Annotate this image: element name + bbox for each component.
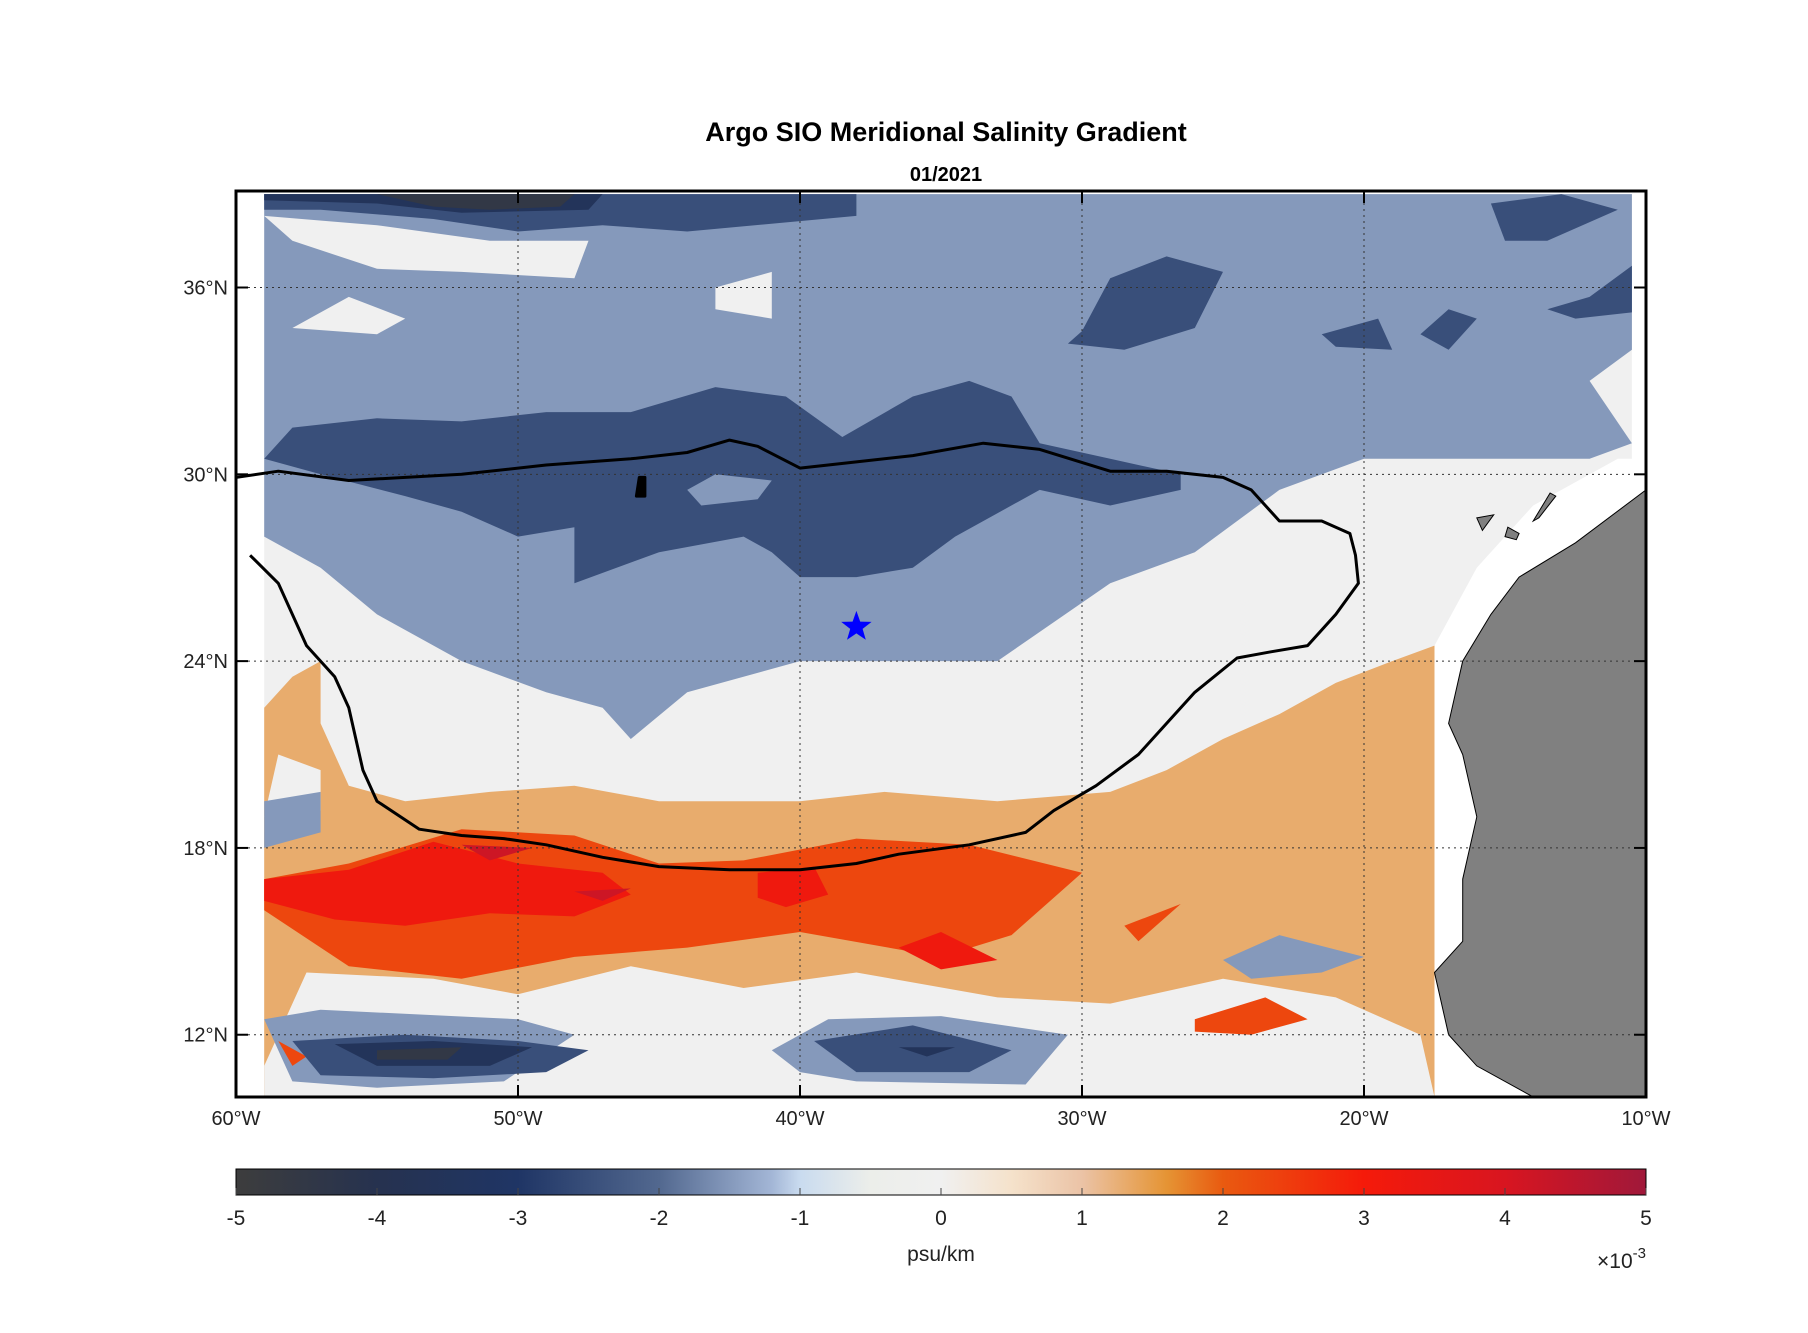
- colorbar-tick-label: -4: [368, 1207, 387, 1230]
- contour-region-light-gray-2: [264, 215, 589, 279]
- contour-line-layer: [236, 438, 1360, 872]
- contour-region-dark-red-30: [574, 888, 631, 901]
- star-marker: [841, 610, 872, 640]
- plot-frame: [234, 189, 1648, 1099]
- contour-region-red-26: [264, 841, 631, 926]
- x-tick-label: 50°W: [493, 1108, 542, 1130]
- colorbar-tick-label: -3: [509, 1207, 528, 1230]
- x-tick-label: 20°W: [1339, 1108, 1388, 1130]
- x-tick-label: 10°W: [1621, 1108, 1670, 1130]
- contour-region-medium-blue-13: [1420, 309, 1477, 350]
- colorbar-tick-label: 2: [1217, 1207, 1229, 1230]
- contour-region-charcoal-33: [377, 1047, 462, 1060]
- contour-region-medium-blue-14: [1547, 265, 1632, 319]
- contour-region-red-27: [757, 866, 829, 908]
- contour-region-light-gray-3: [292, 296, 406, 335]
- contour-region-orange-25: [278, 1041, 307, 1066]
- contour-region-medium-blue-12: [1321, 318, 1393, 350]
- axis-layer: 60°W 50°W 40°W 30°W 20°W 10°W 12°N 18°N 24°N 30°N…: [183, 191, 1671, 1130]
- contour-fill-layer: [264, 194, 1632, 1097]
- colorbar-tick-label: 5: [1640, 1207, 1652, 1230]
- colorbar-tick-label: 3: [1358, 1207, 1370, 1230]
- colorbar-multiplier-exponent: -3: [1633, 1245, 1646, 1262]
- marker-layer: [841, 610, 872, 640]
- contour-region-light-gray-4: [715, 271, 772, 319]
- x-tick-label: 60°W: [211, 1108, 260, 1130]
- contour-region-charcoal-7: [377, 194, 575, 210]
- contour-region-red-28: [898, 932, 998, 970]
- colorbar-tick-label: -1: [791, 1207, 810, 1230]
- chart-title: Argo SIO Meridional Salinity Gradient: [705, 117, 1187, 147]
- colorbar-multiplier: ×10-3: [1597, 1245, 1646, 1273]
- y-tick-label: 24°N: [183, 651, 228, 673]
- colorbar-label: psu/km: [907, 1243, 975, 1266]
- land-canary-island-3: [1531, 492, 1557, 523]
- colorbar-tick-label: -5: [227, 1207, 246, 1230]
- y-tick-label: 30°N: [183, 464, 228, 486]
- y-tick-label: 12°N: [183, 1025, 228, 1047]
- land-canary-island-1: [1476, 514, 1495, 532]
- colorbar-tick-label: 1: [1076, 1207, 1088, 1230]
- colorbar-tick-label: -2: [650, 1207, 669, 1230]
- land-layer: [1433, 459, 1646, 1097]
- colorbar-tick-label: 4: [1499, 1207, 1511, 1230]
- contour-region-orange-23: [1124, 904, 1181, 942]
- contour-region-light-blue-18: [264, 791, 321, 848]
- contour-region-medium-blue-10: [1067, 256, 1223, 350]
- y-tick-label: 36°N: [183, 278, 228, 300]
- contour-region-orange-24: [1194, 997, 1308, 1035]
- y-tick-label: 18°N: [183, 838, 228, 860]
- contour-region-light-blue-19: [1223, 935, 1364, 979]
- x-tick-label: 30°W: [1057, 1108, 1106, 1130]
- contour-line-small-closed-contour: [634, 475, 647, 498]
- contour-region-dark-navy-35: [898, 1047, 956, 1057]
- x-tick-label: 40°W: [775, 1108, 824, 1130]
- land-canary-island-2: [1504, 526, 1520, 541]
- contour-region-light-blue-9: [687, 474, 772, 506]
- colorbar-multiplier-base: ×10: [1597, 1250, 1633, 1273]
- land-africa-coast: [1433, 459, 1646, 1097]
- contour-line-salinity-front-north: [236, 438, 1360, 872]
- contour-region-dark-red-29: [461, 844, 533, 861]
- colorbar-tick-label: 0: [935, 1207, 947, 1230]
- colorbar-ticks: -5 -4 -3 -2 -1 0 1 2 3 4 5: [227, 1188, 1652, 1230]
- chart-subtitle: 01/2021: [910, 164, 982, 186]
- contour-region-medium-blue-11: [1490, 194, 1618, 241]
